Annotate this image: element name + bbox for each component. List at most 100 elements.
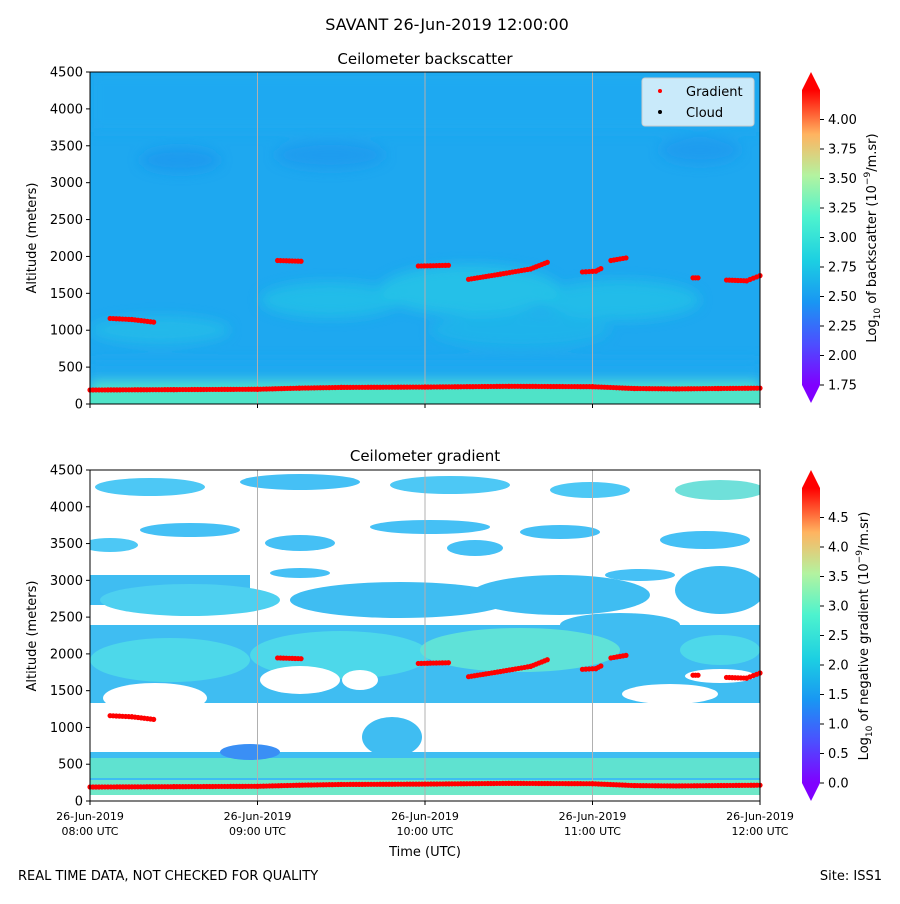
colorbar-backscatter: 1.75 2.00 2.25 2.50 2.75 3.00 3.25 3.50 3.75 4.00… (802, 72, 883, 403)
colorbar-extend-min (802, 783, 820, 801)
x-tick-date: 26-Jun-2019 (726, 810, 794, 823)
colorbar-tick-label: 2.0 (828, 659, 849, 674)
colorbar-tick-label: 2.50 (828, 290, 857, 305)
x-tick-date: 26-Jun-2019 (559, 810, 627, 823)
y-tick-label: 1500 (50, 684, 83, 699)
colorbar-tick-label: 1.5 (828, 688, 849, 703)
x-tick-time: 08:00 UTC (61, 825, 118, 838)
legend-box (641, 77, 755, 127)
y-tick-label: 500 (58, 758, 83, 773)
y-axis: 0 500 1000 1500 2000 2500 3000 3500 4000 4500 (50, 464, 90, 810)
colorbar-extend-max (802, 72, 820, 90)
gradient-point (544, 259, 550, 265)
gradient-point (298, 258, 304, 264)
y-tick-label: 3500 (50, 139, 83, 154)
y-tick-label: 0 (75, 795, 83, 810)
colorbar-tick-label: 4.00 (828, 113, 857, 128)
gradient-point (151, 716, 157, 722)
colorbar-gradient: 0.0 0.5 1.0 1.5 2.0 2.5 3.0 3.5 4.0 4.5 Log10 of … (802, 470, 875, 801)
x-axis: 26-Jun-2019 08:00 UTC 26-Jun-2019 09:00 UTC… (56, 801, 794, 838)
y-tick-label: 2500 (50, 611, 83, 626)
gradient-heatmap (90, 470, 760, 801)
x-tick-time: 12:00 UTC (731, 825, 788, 838)
colorbar-tick-label: 2.25 (828, 320, 857, 335)
gradient-markers (87, 652, 763, 790)
colorbar-tick-label: 4.5 (828, 511, 849, 526)
legend-gradient-marker (658, 89, 662, 93)
colorbar-tick-label: 3.5 (828, 570, 849, 585)
grid-lines (257, 72, 593, 404)
colorbar-tick-label: 2.5 (828, 629, 849, 644)
gradient-point (298, 656, 304, 662)
legend-cloud-marker (658, 110, 662, 114)
y-tick-label: 1000 (50, 721, 83, 736)
colorbar-extend-min (802, 385, 820, 403)
colorbar-ticks: 1.75 2.00 2.25 2.50 2.75 3.00 3.25 3.50 3.75 4.00 (820, 113, 857, 394)
panel-backscatter: Ceilometer backscatter 0 500 1000 1500 2000 2… (25, 50, 883, 413)
colorbar-tick-label: 2.75 (828, 261, 857, 276)
x-tick-date: 26-Jun-2019 (56, 810, 124, 823)
gradient-point (623, 652, 629, 658)
figure-title: SAVANT 26-Jun-2019 12:00:00 (325, 15, 569, 34)
y-axis: 0 500 1000 1500 2000 2500 3000 3500 4000 4500 (50, 66, 90, 413)
x-tick-time: 09:00 UTC (229, 825, 286, 838)
colorbar-label: Log10 of backscatter (10−9/m.sr) (863, 133, 883, 342)
y-tick-label: 2000 (50, 647, 83, 662)
colorbar-tick-label: 3.0 (828, 600, 849, 615)
y-tick-label: 2000 (50, 250, 83, 265)
chart-title: Ceilometer gradient (350, 447, 500, 465)
gradient-point (598, 266, 604, 272)
colorbar-ticks: 0.0 0.5 1.0 1.5 2.0 2.5 3.0 3.5 4.0 4.5 (820, 511, 849, 792)
y-tick-label: 0 (75, 398, 83, 413)
x-tick-date: 26-Jun-2019 (224, 810, 292, 823)
colorbar-body (802, 488, 820, 783)
colorbar-tick-label: 3.75 (828, 143, 857, 158)
footer-site: Site: ISS1 (819, 869, 882, 884)
gradient-point (544, 657, 550, 663)
gradient-point (151, 319, 157, 325)
gradient-point (445, 660, 452, 666)
gradient-point (695, 672, 701, 678)
colorbar-tick-label: 2.00 (828, 349, 857, 364)
x-tick-time: 11:00 UTC (564, 825, 621, 838)
x-axis (89, 404, 761, 408)
colorbar-extend-max (802, 470, 820, 488)
y-tick-label: 1500 (50, 287, 83, 302)
footer-disclaimer: REAL TIME DATA, NOT CHECKED FOR QUALITY (18, 869, 319, 884)
colorbar-tick-label: 3.00 (828, 231, 857, 246)
panel-gradient: Ceilometer gradient (25, 447, 875, 860)
colorbar-body (802, 90, 820, 385)
legend-gradient-label: Gradient (686, 85, 743, 100)
x-tick-date: 26-Jun-2019 (391, 810, 459, 823)
legend-cloud-label: Cloud (686, 106, 723, 121)
y-tick-label: 1000 (50, 324, 83, 339)
colorbar-tick-label: 0.0 (828, 777, 849, 792)
y-axis-label: Altitude (meters) (25, 183, 40, 294)
x-tick-time: 10:00 UTC (396, 825, 453, 838)
y-tick-label: 4500 (50, 66, 83, 81)
gradient-markers (87, 255, 763, 393)
y-tick-label: 2500 (50, 213, 83, 228)
y-tick-label: 3500 (50, 537, 83, 552)
y-tick-label: 4000 (50, 500, 83, 515)
y-tick-label: 500 (58, 361, 83, 376)
y-tick-label: 3000 (50, 574, 83, 589)
colorbar-tick-label: 3.50 (828, 172, 857, 187)
gradient-point (445, 262, 452, 268)
colorbar-tick-label: 1.0 (828, 718, 849, 733)
x-axis-label: Time (UTC) (388, 845, 461, 860)
colorbar-tick-label: 1.75 (828, 379, 857, 394)
colorbar-tick-label: 0.5 (828, 747, 849, 762)
gradient-point (598, 663, 604, 669)
y-tick-label: 4500 (50, 464, 83, 479)
colorbar-tick-label: 3.25 (828, 202, 857, 217)
chart-title: Ceilometer backscatter (337, 50, 513, 68)
y-axis-label: Altitude (meters) (25, 581, 40, 692)
colorbar-label: Log10 of negative gradient (10−9/m.sr) (855, 512, 875, 761)
y-tick-label: 4000 (50, 102, 83, 117)
colorbar-tick-label: 4.0 (828, 541, 849, 556)
y-tick-label: 3000 (50, 176, 83, 191)
legend: Gradient Cloud (641, 77, 755, 127)
gradient-point (695, 275, 701, 281)
